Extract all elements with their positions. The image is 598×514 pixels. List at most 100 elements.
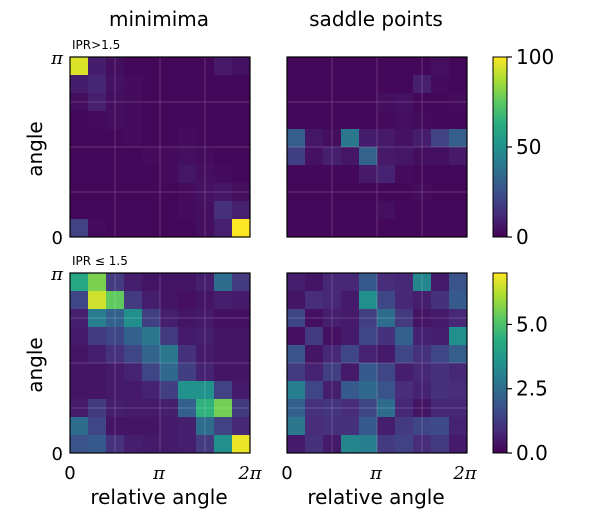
heatmap-cell [178, 345, 197, 364]
heatmap-cell [160, 111, 179, 130]
heatmap-cell [359, 345, 378, 364]
heatmap-cell [341, 129, 360, 148]
heatmap-cell [341, 345, 360, 364]
heatmap-cell [232, 147, 251, 166]
heatmap-cell [196, 201, 215, 220]
heatmap-cell [232, 273, 251, 292]
heatmap-cell [395, 201, 414, 220]
heatmap-cell [359, 129, 378, 148]
heatmap-cell [106, 57, 125, 76]
heatmap-cell [124, 129, 143, 148]
heatmap-cell [232, 165, 251, 184]
heatmap-cell [377, 75, 396, 94]
heatmap-cell [142, 75, 161, 94]
heatmap-cell [323, 147, 342, 166]
heatmap-cell [287, 417, 306, 436]
heatmap-cell [449, 435, 468, 454]
heatmap-cell [395, 165, 414, 184]
heatmap-cell [214, 363, 233, 382]
heatmap-cell [305, 309, 324, 328]
heatmap-cell [124, 381, 143, 400]
heatmap-cell [287, 93, 306, 112]
panel-frame [69, 272, 251, 454]
heatmap-panel [69, 272, 251, 454]
heatmap-cell [287, 345, 306, 364]
heatmap-cell [431, 111, 450, 130]
heatmap-cell [287, 435, 306, 454]
colorbar-tick-label: 0.0 [516, 441, 548, 465]
heatmap-cell [287, 381, 306, 400]
heatmap-cell [196, 219, 215, 238]
heatmap-cell [395, 417, 414, 436]
heatmap-cell [305, 129, 324, 148]
heatmap-cell [196, 417, 215, 436]
xlabel-right: relative angle [307, 485, 444, 509]
heatmap-cell [287, 291, 306, 310]
heatmap-cell [359, 435, 378, 454]
heatmap-cell [287, 309, 306, 328]
heatmap-cell [88, 327, 107, 346]
heatmap-cell [214, 201, 233, 220]
heatmap-cell [178, 183, 197, 202]
panel-frame [286, 272, 468, 454]
heatmap-cell [413, 183, 432, 202]
heatmap-cell [196, 183, 215, 202]
heatmap-cell [341, 183, 360, 202]
heatmap-cell [413, 201, 432, 220]
heatmap-cell [323, 417, 342, 436]
heatmap-cell [413, 57, 432, 76]
heatmap-cell [70, 183, 89, 202]
heatmap-cell [413, 327, 432, 346]
heatmap-cell [359, 57, 378, 76]
heatmap-cell [160, 363, 179, 382]
colorbar-tick-label: 5.0 [516, 312, 548, 336]
heatmap-cell [449, 309, 468, 328]
ylabel-top: angle [23, 121, 47, 177]
heatmap-cell [88, 417, 107, 436]
heatmap-cell [70, 345, 89, 364]
heatmap-cell [106, 435, 125, 454]
heatmap-cell [196, 57, 215, 76]
heatmap-cell [287, 399, 306, 418]
heatmap-cell [449, 165, 468, 184]
heatmap-cell [377, 201, 396, 220]
heatmap-cell [106, 201, 125, 220]
heatmap-cell [377, 327, 396, 346]
heatmap-cell [449, 183, 468, 202]
heatmap-cell [413, 291, 432, 310]
heatmap-cell [431, 291, 450, 310]
heatmap-cell [106, 93, 125, 112]
heatmap-cell [413, 309, 432, 328]
heatmap-cell [214, 435, 233, 454]
heatmap-cell [305, 435, 324, 454]
heatmap-cell [323, 435, 342, 454]
heatmap-cell [142, 219, 161, 238]
heatmap-cell [377, 57, 396, 76]
heatmap-cell [178, 75, 197, 94]
heatmap-cell [449, 219, 468, 238]
heatmap-cell [196, 75, 215, 94]
heatmap-cell [124, 435, 143, 454]
heatmap-cell [287, 111, 306, 130]
heatmap-cell [160, 309, 179, 328]
heatmap-cell [232, 183, 251, 202]
heatmap-cell [341, 417, 360, 436]
heatmap-panel [286, 56, 468, 238]
heatmap-cell [449, 75, 468, 94]
heatmap-panels [69, 56, 468, 454]
heatmap-cell [88, 111, 107, 130]
heatmap-cell [359, 183, 378, 202]
heatmap-cell [341, 435, 360, 454]
heatmap-cell [142, 381, 161, 400]
heatmap-cell [106, 147, 125, 166]
heatmap-cell [287, 327, 306, 346]
heatmap-cell [232, 417, 251, 436]
colorbar-gradient [492, 56, 508, 238]
heatmap-cell [431, 219, 450, 238]
heatmap-cell [196, 363, 215, 382]
heatmap-cell [124, 363, 143, 382]
heatmap-cell [413, 147, 432, 166]
heatmap-cell [323, 57, 342, 76]
heatmap-cell [232, 399, 251, 418]
heatmap-cell [178, 93, 197, 112]
